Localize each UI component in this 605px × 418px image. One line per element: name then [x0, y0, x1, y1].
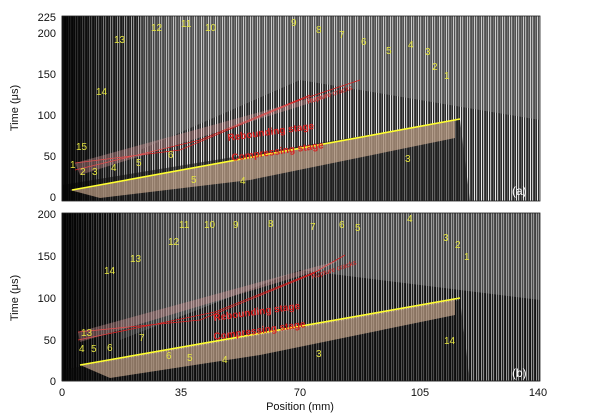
panel-b-mode-number: 5: [91, 344, 97, 355]
panel-b-mode-number: 5: [355, 223, 361, 234]
panel-b-mode-number: 6: [339, 220, 345, 231]
panel-b-rebound-region: [78, 260, 340, 342]
panel-a-mode-number: 3: [425, 47, 431, 58]
x-tick-label: 105: [411, 387, 429, 399]
panel-a-mode-number: 9: [291, 18, 297, 29]
panel-a-mode-number: 15: [76, 142, 88, 153]
panel-a-mode-number: 3: [405, 154, 411, 165]
panel-a-y-axis: 225 200 150 100 50 0 Time (μs): [9, 12, 63, 204]
panel-b-compression-front: [79, 297, 461, 366]
panel-a-mode-number: 13: [114, 35, 126, 46]
panel-a-y-tick-label: 100: [38, 110, 56, 122]
panel-b-y-tick-label: 150: [38, 251, 56, 263]
panel-b-mode-number: 6: [166, 351, 172, 362]
panel-a-y-tick-label: 225: [38, 12, 56, 24]
panel-b-y-tick-label: 0: [50, 376, 56, 388]
panel-b-label: (b): [512, 366, 527, 380]
panel-a-mode-number: 1: [70, 160, 76, 171]
panel-b-mode-number: 1: [464, 252, 470, 263]
panel-a-mode-number: 4: [111, 163, 117, 174]
panel-a-mode-number: 6: [361, 37, 367, 48]
panel-a: Rebounding stage Compressing stage Ruptu…: [61, 15, 541, 202]
panel-b-mode-numbers: 4 5 6 13 14 12 13 11 10 9 8 7 6 5 4 3 2 …: [79, 214, 470, 366]
panel-b-y-axis-label: Time (μs): [9, 275, 21, 321]
panel-a-mode-number: 4: [240, 176, 246, 187]
panel-b-mode-number: 4: [222, 355, 228, 366]
panel-b-mode-number: 4: [407, 214, 413, 225]
panel-b-mode-number: 12: [168, 237, 180, 248]
panel-a-y-axis-label: Time (μs): [9, 85, 21, 131]
panel-a-rebound-region: [75, 90, 340, 175]
panel-a-rebound-lines: [74, 79, 361, 171]
panel-b-mode-number: 2: [455, 240, 461, 251]
panel-b-y-tick-label: 100: [38, 293, 56, 305]
panel-b: Rebounding stage Compressing stage Ruptu…: [61, 212, 541, 382]
x-axis-label: Position (mm): [266, 401, 334, 413]
panel-b-mode-number: 11: [179, 220, 190, 231]
panel-b-compressing-region: [80, 298, 455, 378]
panel-b-mode-number: 6: [107, 343, 113, 354]
panel-b-mode-number: 7: [310, 222, 316, 233]
x-axis: 0 35 70 105 140 Position (mm): [59, 380, 547, 413]
panel-b-mode-number: 4: [79, 344, 85, 355]
panel-b-mode-number: 13: [130, 254, 142, 265]
x-tick-label: 140: [529, 387, 547, 399]
panel-a-y-tick-label: 200: [38, 28, 56, 40]
panel-b-mode-number: 13: [81, 328, 93, 339]
panel-b-mode-number: 14: [104, 266, 116, 277]
panel-a-label: (a): [512, 184, 527, 198]
panel-a-mode-number: 1: [444, 71, 450, 82]
panel-a-mode-number: 5: [136, 158, 142, 169]
panel-b-mode-number: 8: [268, 219, 274, 230]
panel-b-y-tick-label: 200: [38, 209, 56, 221]
panel-a-mode-number: 5: [191, 175, 197, 186]
panel-a-y-tick-label: 150: [38, 69, 56, 81]
panel-b-y-tick-label: 50: [44, 335, 56, 347]
panel-b-mode-number: 3: [316, 349, 322, 360]
x-tick-label: 0: [59, 387, 65, 399]
x-tick-label: 70: [294, 387, 306, 399]
panel-b-mode-number: 14: [444, 336, 456, 347]
panel-a-mode-number: 7: [339, 30, 345, 41]
panel-a-mode-number: 3: [92, 167, 98, 178]
x-tick-label: 35: [175, 387, 187, 399]
panel-a-mode-number: 2: [432, 62, 438, 73]
panel-a-mode-number: 10: [205, 23, 217, 34]
panel-a-mode-number: 14: [96, 87, 108, 98]
panel-b-mode-number: 9: [233, 220, 239, 231]
panel-a-mode-number: 8: [316, 25, 322, 36]
panel-a-mode-numbers: 1 2 3 4 5 6 15 14 13 12 11 10 9 8 7 6 5 …: [70, 18, 450, 187]
panel-a-y-tick-label: 0: [50, 192, 56, 204]
panel-a-mode-number: 4: [408, 40, 414, 51]
panel-b-mode-number: 3: [443, 233, 449, 244]
panel-a-mode-number: 11: [181, 19, 192, 30]
panel-b-y-axis: 200 150 100 50 0 Time (μs): [9, 209, 63, 388]
panel-a-mode-number: 5: [386, 46, 392, 57]
panel-b-mode-number: 10: [204, 220, 216, 231]
panel-a-y-tick-label: 50: [44, 151, 56, 163]
panel-a-compressing-region: [70, 120, 455, 198]
panel-a-mode-number: 12: [151, 23, 163, 34]
panel-a-compression-front: [71, 118, 461, 191]
panel-a-mode-number: 6: [168, 150, 174, 161]
panel-b-rebound-lines: [77, 254, 346, 341]
panel-b-mode-number: 5: [187, 353, 193, 364]
panel-b-mode-number: 7: [139, 333, 145, 344]
panel-a-mode-number: 2: [80, 167, 86, 178]
panel-a-left-shade: [62, 16, 540, 201]
